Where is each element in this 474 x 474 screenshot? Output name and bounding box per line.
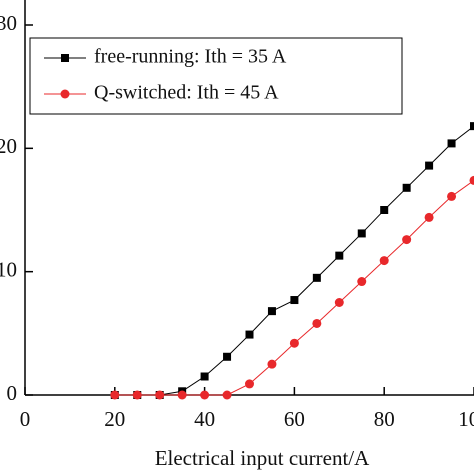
marker [132,390,142,400]
x-tick-label: 100 [458,407,474,431]
y-tick-label: 30 [0,11,17,35]
marker [380,206,389,214]
marker [245,379,254,389]
legend-box [29,37,403,115]
legend-marker [61,54,69,62]
marker [425,161,434,170]
x-tick-label: 0 [20,407,31,431]
legend-label: free-running: Ith = 35 A [94,46,287,68]
marker [177,390,187,400]
marker [312,318,322,328]
y-tick-label: 20 [0,134,17,158]
marker [245,330,254,339]
marker [335,251,344,260]
marker [312,273,321,282]
x-tick-label: 60 [284,407,305,431]
marker [470,122,474,131]
x-tick-label: 80 [374,407,395,431]
x-axis-label: Electrical input current/A [155,446,370,470]
marker [200,372,209,381]
y-tick-label: 10 [0,257,17,281]
series-line [114,125,474,396]
marker [379,256,389,266]
marker [402,183,411,192]
marker [110,390,120,400]
marker [357,277,367,287]
marker [200,390,210,400]
marker [334,298,344,307]
legend: free-running: Ith = 35 A Q-switched: Ith … [29,37,403,115]
marker [447,139,456,148]
marker [290,296,299,305]
x-tick-label: 40 [194,407,215,431]
marker [424,212,434,222]
marker [222,390,232,400]
marker [469,175,474,185]
marker [402,235,412,245]
marker [267,359,277,369]
legend-label: Q-switched: Ith = 45 A [94,82,279,104]
marker [447,191,457,201]
legend-marker [60,89,70,99]
marker [155,390,165,400]
marker [289,338,299,348]
x-tick-label: 20 [104,407,125,431]
marker [267,307,276,316]
marker [223,352,232,361]
series-line [114,179,474,396]
y-tick-label: 0 [7,381,18,405]
marker [357,229,366,238]
